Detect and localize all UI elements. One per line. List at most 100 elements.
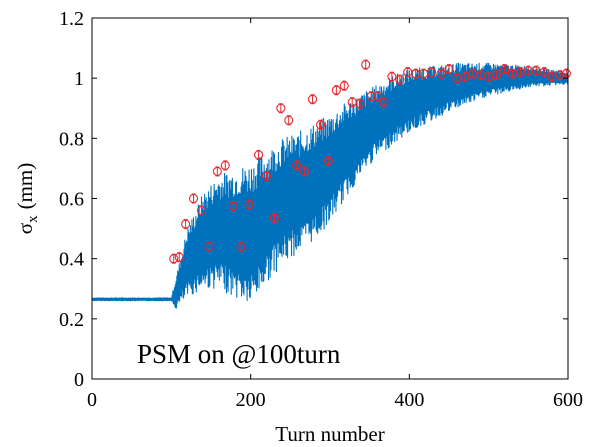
data-point: [355, 98, 365, 109]
circle-marker: [204, 242, 214, 252]
y-axis-subscript: x: [25, 215, 41, 223]
ticks: 0 200 400 600 0 0.2 0.4 0.6 0.8 1 1.2: [59, 8, 583, 411]
data-point: [220, 160, 230, 171]
circle-marker: [254, 150, 264, 160]
circle-marker: [181, 219, 191, 229]
data-point: [292, 160, 302, 171]
y-tick-label: 0.8: [59, 128, 84, 150]
annotation-text: PSM on @100turn: [137, 339, 341, 369]
data-point: [366, 91, 376, 102]
circle-marker: [561, 69, 571, 79]
data-point: [261, 170, 272, 181]
data-point: [315, 119, 326, 130]
circle-marker: [315, 120, 326, 130]
data-point: [212, 166, 222, 177]
circle-marker: [361, 60, 371, 70]
circle-marker: [379, 97, 389, 107]
data-point: [181, 219, 191, 230]
circle-marker: [269, 213, 280, 223]
data-point: [284, 115, 294, 126]
circle-marker: [492, 70, 502, 80]
data-point: [403, 67, 413, 78]
y-tick-label: 0.2: [59, 309, 84, 331]
data-point: [339, 80, 349, 91]
data-point: [395, 74, 405, 85]
x-axis-title: Turn number: [275, 422, 384, 446]
data-point: [204, 241, 214, 252]
data-point: [492, 70, 502, 81]
y-axis-unit: (mm): [13, 163, 37, 210]
data-point: [244, 199, 254, 210]
series-line: [91, 62, 569, 309]
y-axis-title: σx (mm): [13, 163, 41, 234]
circle-marker: [228, 201, 238, 211]
circle-marker: [339, 81, 349, 91]
data-point: [254, 149, 264, 160]
data-point: [269, 213, 280, 224]
data-point: [387, 71, 397, 82]
data-point: [228, 201, 238, 212]
circle-marker: [323, 156, 333, 166]
y-tick-label: 1: [74, 68, 84, 90]
x-tick-label: 0: [87, 389, 97, 411]
circle-marker: [220, 160, 230, 170]
data-point: [174, 252, 184, 263]
data-point: [236, 241, 246, 252]
circle-marker: [555, 70, 565, 80]
data-point: [426, 67, 437, 78]
circle-marker: [387, 72, 397, 82]
circle-marker: [307, 94, 318, 104]
data-point: [276, 103, 286, 114]
circle-marker: [236, 242, 246, 252]
circle-marker: [212, 166, 222, 176]
circle-marker: [436, 69, 446, 79]
x-tick-label: 200: [236, 389, 266, 411]
data-point: [460, 71, 470, 82]
circle-marker: [276, 103, 286, 113]
circle-marker: [261, 171, 272, 181]
circle-marker: [426, 67, 437, 77]
circle-marker: [373, 91, 383, 101]
circle-marker: [292, 160, 302, 170]
y-axis-symbol: σ: [13, 223, 37, 234]
data-point: [347, 97, 357, 108]
data-point: [499, 64, 510, 75]
circle-marker: [244, 199, 254, 210]
data-point: [539, 67, 549, 78]
circle-marker: [284, 115, 294, 125]
circle-marker: [300, 166, 310, 176]
data-point: [361, 59, 371, 70]
circle-marker: [169, 254, 179, 264]
data-point: [300, 166, 310, 177]
circle-marker: [460, 72, 470, 82]
circle-marker: [331, 85, 341, 95]
data-point: [379, 97, 389, 108]
data-point: [436, 68, 446, 79]
data-point: [523, 65, 533, 76]
circle-marker: [499, 64, 510, 74]
data-point: [419, 68, 429, 79]
circle-marker: [539, 67, 549, 77]
data-point: [307, 94, 318, 105]
circle-marker: [355, 99, 365, 109]
x-tick-label: 600: [553, 389, 583, 411]
circle-marker: [174, 252, 184, 262]
circle-marker: [366, 91, 376, 101]
circle-marker: [196, 205, 207, 216]
data-point: [323, 155, 333, 166]
data-point: [476, 70, 486, 81]
y-tick-label: 0.4: [59, 249, 84, 271]
data-point: [555, 70, 565, 81]
y-tick-label: 0: [74, 369, 84, 391]
data-point: [444, 64, 454, 75]
circle-marker: [444, 64, 454, 74]
data-point: [331, 85, 341, 96]
data-point: [196, 205, 207, 216]
data-point: [373, 91, 383, 102]
data-layer: [91, 59, 571, 309]
x-tick-label: 400: [394, 389, 424, 411]
y-tick-label: 0.6: [59, 189, 84, 211]
data-point: [169, 253, 179, 264]
data-point: [188, 193, 199, 204]
